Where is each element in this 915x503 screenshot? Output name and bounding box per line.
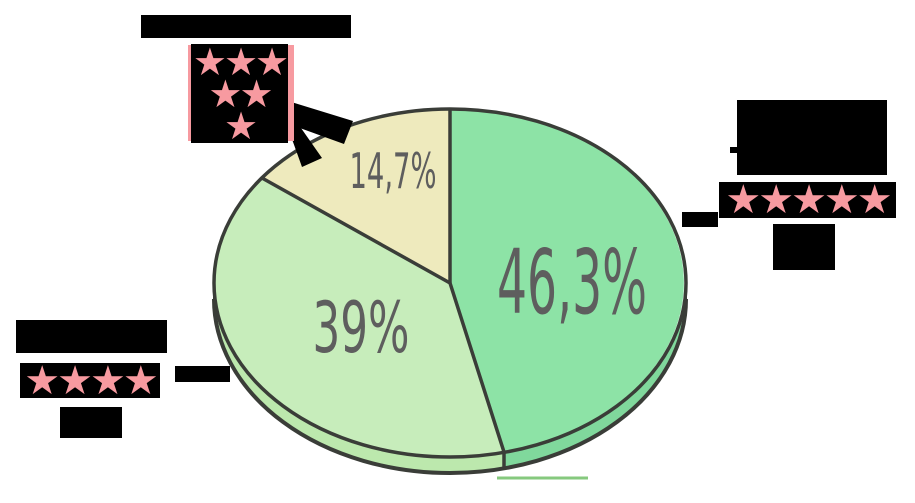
star-box-four-star: ★★★★ <box>20 357 160 404</box>
star-row-icon: ★★★★★ <box>725 177 892 223</box>
star-box-five-star: ★★★★★ <box>719 177 896 223</box>
pie-rim-bottom-outline <box>212 298 688 475</box>
pie-slice-four-star <box>214 178 504 457</box>
leader-mark-five-star-dot <box>730 147 738 153</box>
leader-line-three-star <box>286 101 353 144</box>
pie-label-five-star: 46,3% <box>497 230 647 334</box>
redacted-title-bar-three-star <box>141 15 351 38</box>
redacted-caption-bar-four-star <box>60 407 122 438</box>
redacted-title-bar-four-star <box>16 320 167 353</box>
star-pyramid-three-star: ★★★ ★★ ★ <box>191 40 289 148</box>
star-row-icon: ★★★ <box>192 40 289 84</box>
redacted-caption-bar-five-star <box>773 224 835 270</box>
star-row-icon: ★★★★ <box>24 357 158 404</box>
star-row-icon: ★★ <box>208 72 273 116</box>
leader-line-four-star <box>175 366 230 382</box>
leader-line-five-star <box>682 212 718 227</box>
redacted-title-bar-five-star <box>737 100 887 175</box>
pie-slice-five-star <box>450 109 684 452</box>
star-box-three-star <box>191 44 288 143</box>
pie-label-four-star: 39% <box>313 287 410 369</box>
pie-slice-divider-left <box>261 176 451 285</box>
leader-line-three-star-tail <box>288 118 322 167</box>
star-row-icon: ★ <box>223 104 258 148</box>
pie-label-three-star: 14,7% <box>350 143 437 200</box>
pie-slice-divider-bottom <box>448 282 506 468</box>
